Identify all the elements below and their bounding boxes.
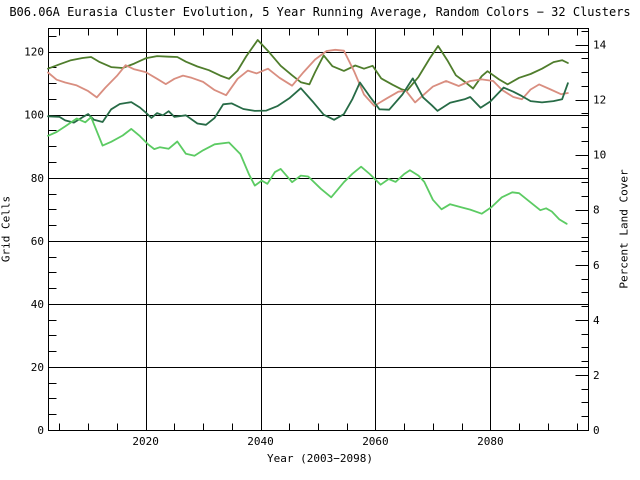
plot-border: [48, 28, 589, 431]
cluster-line-salmon: [47, 48, 569, 107]
x-tick-label: 2080: [477, 435, 504, 448]
y-left-tick-label: 80: [31, 172, 44, 185]
y-left-tick-label: 40: [31, 298, 44, 311]
y-right-tick-label: 8: [593, 204, 600, 217]
y-right-tick-label: 14: [593, 39, 607, 52]
x-axis-label: Year (2003−2098): [267, 452, 373, 465]
x-tick-label: 2020: [132, 435, 159, 448]
cluster-line-dark-green: [47, 77, 569, 126]
y-right-tick-label: 2: [593, 369, 600, 382]
y-left-tick-label: 20: [31, 361, 44, 374]
y-right-tick-label: 0: [593, 424, 600, 437]
y-left-tick-label: 0: [37, 424, 44, 437]
cluster-line-light-green: [47, 116, 568, 225]
y-left-tick-label: 120: [24, 46, 44, 59]
x-tick-label: 2060: [362, 435, 389, 448]
y-right-tick-label: 6: [593, 259, 600, 272]
y-right-tick-label: 12: [593, 94, 606, 107]
chart-title: B06.06A Eurasia Cluster Evolution, 5 Yea…: [9, 5, 631, 19]
y-left-tick-label: 100: [24, 109, 44, 122]
x-tick-label: 2040: [247, 435, 274, 448]
cluster-line-olive-green: [47, 39, 569, 92]
y-right-tick-label: 4: [593, 314, 600, 327]
y-axis-right-label: Percent Land Cover: [617, 169, 631, 289]
y-right-tick-label: 10: [593, 149, 606, 162]
y-left-tick-label: 60: [31, 235, 44, 248]
y-axis-left-label: Grid Cells: [0, 195, 13, 263]
